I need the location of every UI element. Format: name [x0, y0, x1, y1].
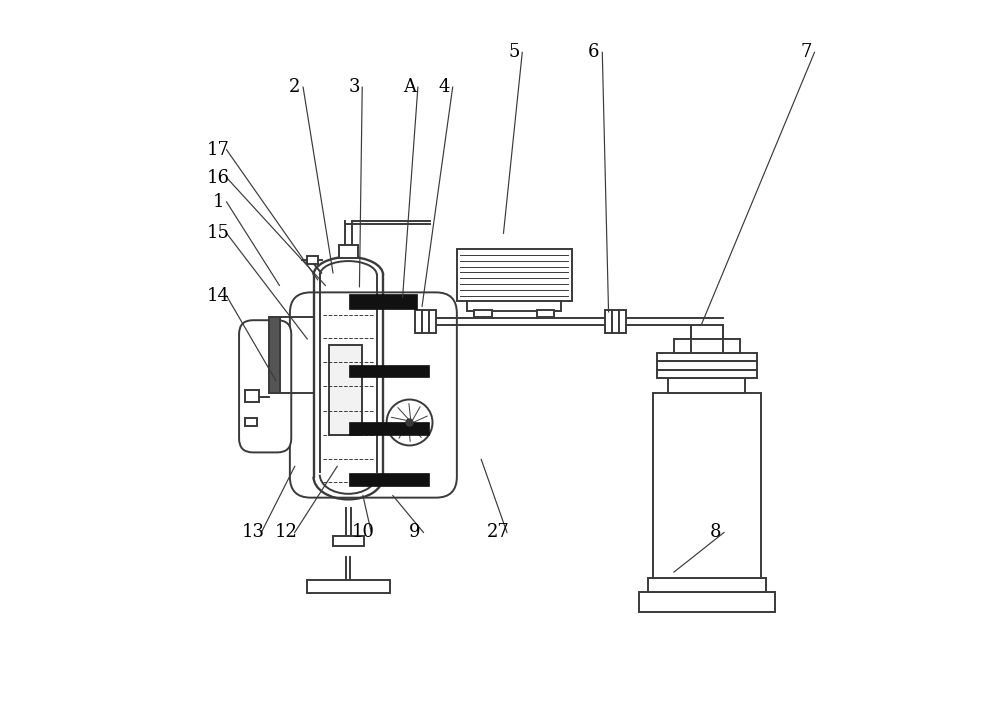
Bar — [653, 393, 761, 578]
Text: 15: 15 — [207, 224, 230, 242]
Text: 7: 7 — [800, 43, 812, 61]
Bar — [457, 249, 572, 302]
Bar — [307, 256, 318, 264]
Bar — [537, 310, 554, 317]
Bar — [269, 317, 280, 393]
Bar — [648, 578, 766, 591]
Text: 4: 4 — [439, 78, 450, 96]
Text: 6: 6 — [588, 43, 600, 61]
Bar — [349, 294, 417, 309]
Text: A: A — [403, 78, 416, 96]
Bar — [349, 474, 429, 486]
Circle shape — [406, 419, 413, 426]
Text: 10: 10 — [351, 523, 374, 542]
Bar — [333, 536, 364, 547]
FancyBboxPatch shape — [239, 320, 291, 452]
Text: 14: 14 — [207, 287, 230, 305]
Bar — [349, 365, 429, 377]
FancyBboxPatch shape — [290, 293, 457, 498]
Bar — [329, 344, 362, 435]
Bar — [612, 310, 619, 334]
Bar — [429, 310, 436, 334]
Text: 13: 13 — [241, 523, 264, 542]
Bar — [668, 378, 745, 393]
Bar — [474, 310, 492, 317]
Text: 1: 1 — [212, 193, 224, 211]
Bar — [674, 339, 740, 353]
Bar — [639, 591, 775, 613]
Bar — [307, 581, 390, 593]
Text: 8: 8 — [710, 523, 721, 542]
Text: 9: 9 — [409, 523, 421, 542]
Bar — [657, 353, 757, 361]
Bar — [657, 370, 757, 378]
Text: 12: 12 — [275, 523, 298, 542]
Bar — [422, 310, 429, 334]
Bar — [245, 390, 259, 403]
Text: 5: 5 — [508, 43, 520, 61]
Bar — [349, 422, 429, 435]
Bar — [467, 302, 561, 311]
Text: 3: 3 — [348, 78, 360, 96]
Bar — [245, 417, 257, 426]
Text: 27: 27 — [487, 523, 510, 542]
Text: 17: 17 — [207, 141, 230, 159]
Text: 2: 2 — [289, 78, 300, 96]
Bar — [415, 310, 422, 334]
Bar — [657, 361, 757, 370]
Bar — [619, 310, 626, 334]
Bar — [339, 245, 358, 258]
Text: 16: 16 — [207, 168, 230, 187]
Bar — [605, 310, 612, 334]
